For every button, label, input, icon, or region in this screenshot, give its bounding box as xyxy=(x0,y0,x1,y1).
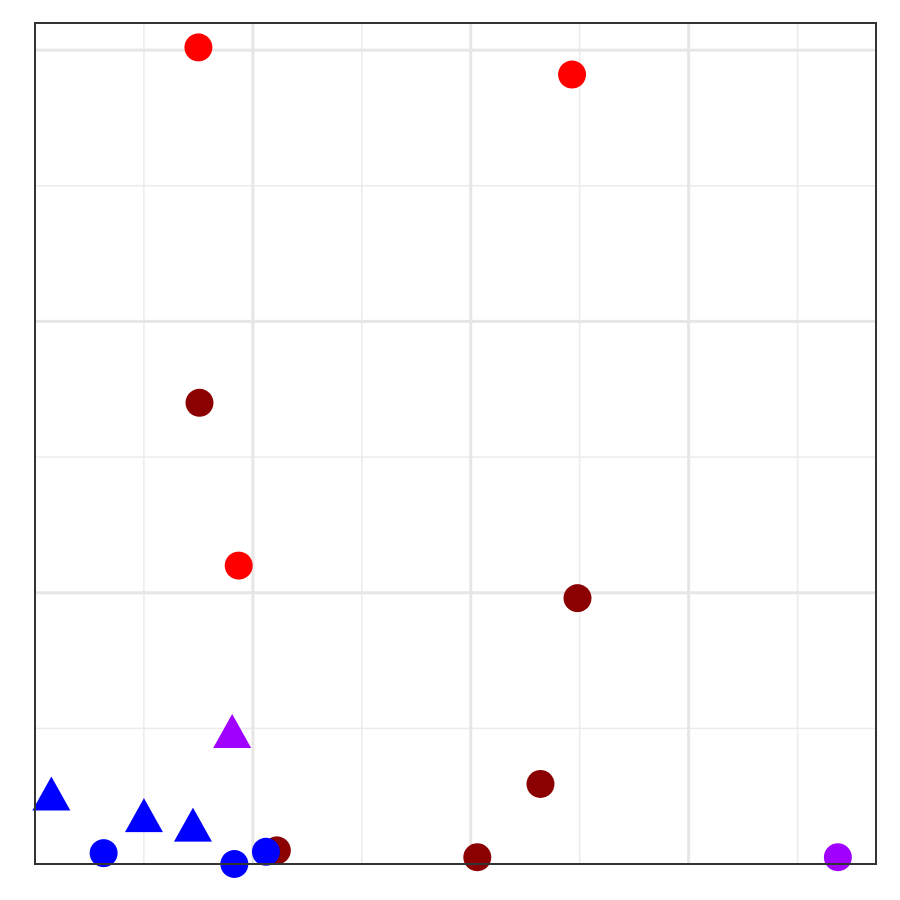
triangle-data-point xyxy=(124,798,163,833)
circle-data-point xyxy=(251,837,280,866)
circle-data-point xyxy=(463,843,492,872)
circle-data-point xyxy=(224,551,253,580)
circle-data-point xyxy=(563,584,592,613)
circle-data-point xyxy=(184,33,213,62)
circle-data-point xyxy=(558,60,587,89)
plot-border xyxy=(34,22,877,865)
circle-data-point xyxy=(526,769,555,798)
circle-data-point xyxy=(89,839,118,868)
triangle-data-point xyxy=(213,714,252,749)
triangle-data-point xyxy=(32,776,71,811)
circle-data-point xyxy=(823,843,852,872)
circle-data-point xyxy=(185,388,214,417)
major-gridlines xyxy=(35,23,876,864)
minor-gridlines xyxy=(35,23,876,864)
triangle-data-point xyxy=(173,807,212,842)
